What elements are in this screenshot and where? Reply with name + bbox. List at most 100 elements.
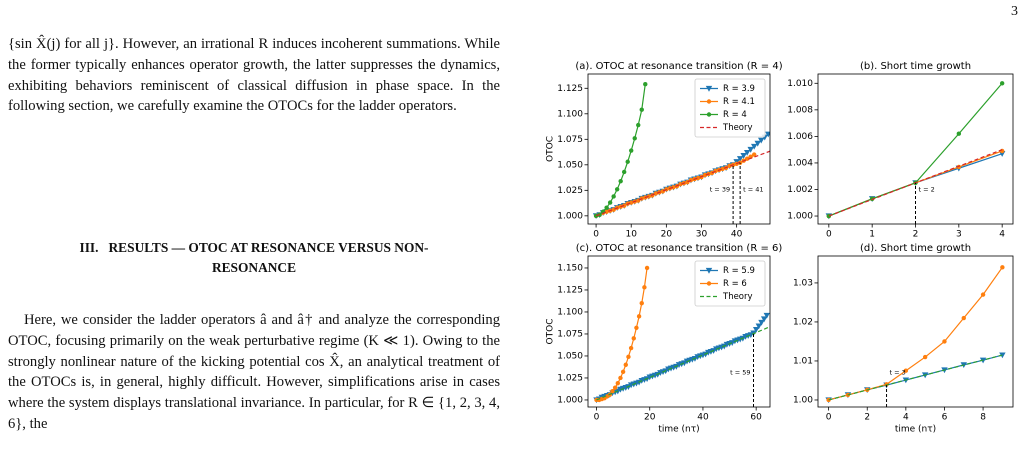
x-tick-label: 0 — [826, 230, 832, 240]
y-tick-label: 1.008 — [787, 105, 813, 115]
annotation: t = 39 — [710, 186, 730, 194]
x-tick-label: 3 — [956, 230, 962, 240]
y-tick-label: 1.03 — [793, 278, 813, 288]
legend-box — [694, 260, 766, 307]
marker — [765, 131, 770, 138]
marker — [632, 136, 637, 141]
section-heading: III. RESULTS — OTOC AT RESONANCE VERSUS … — [8, 238, 500, 278]
y-tick-label: 1.150 — [557, 263, 583, 273]
y-tick-label: 1.100 — [557, 307, 583, 317]
x-tick-label: 4 — [903, 413, 909, 423]
marker — [720, 166, 725, 172]
x-tick-label: 30 — [696, 230, 708, 240]
marker — [636, 122, 641, 128]
y-axis-label: OTOC — [546, 319, 556, 345]
x-tick-label: 2 — [864, 413, 870, 423]
marker — [636, 314, 642, 319]
plot-area — [593, 265, 770, 404]
marker — [621, 169, 627, 175]
marker — [736, 156, 744, 162]
x-tick-label: 20 — [644, 413, 656, 423]
marker — [763, 312, 770, 319]
y-tick-label: 1.010 — [787, 79, 813, 89]
marker — [961, 315, 966, 321]
legend-marker — [705, 85, 713, 92]
paragraph: {sin X̂(j) for all j}. However, an irrat… — [8, 36, 500, 115]
marker — [744, 156, 750, 161]
x-axis-label: time (nτ) — [895, 425, 936, 435]
chart-title: (a). OTOC at resonance transition (R = 4… — [575, 61, 782, 72]
marker — [646, 194, 651, 199]
y-tick-label: 1.002 — [787, 185, 813, 195]
marker — [623, 362, 628, 367]
x-tick-label: 10 — [625, 230, 637, 240]
y-tick-label: 1.025 — [557, 186, 583, 196]
marker — [758, 319, 765, 326]
marker — [752, 326, 760, 333]
marker — [869, 196, 875, 201]
legend-label: R = 4.1 — [723, 97, 755, 107]
annotation: t = 59 — [730, 368, 750, 376]
marker — [922, 354, 928, 360]
x-tick-label: 8 — [980, 413, 986, 423]
marker — [642, 285, 647, 290]
marker — [678, 182, 683, 187]
y-tick-label: 1.01 — [793, 356, 813, 366]
marker — [695, 175, 701, 181]
marker — [747, 146, 754, 153]
plot-area — [825, 265, 1006, 404]
y-tick-label: 1.125 — [557, 285, 583, 295]
marker — [607, 200, 613, 205]
legend-label: R = 4 — [723, 110, 747, 120]
legend-label: R = 6 — [723, 279, 747, 289]
marker — [639, 300, 644, 306]
x-tick-label: 0 — [826, 413, 832, 423]
marker — [727, 163, 732, 169]
chart-title: (c). OTOC at resonance transition (R = 6… — [576, 243, 783, 254]
marker — [618, 178, 623, 184]
annotation: t = 3 — [890, 368, 906, 376]
x-axis-label: time (nτ) — [658, 425, 699, 435]
marker — [1000, 265, 1005, 270]
section-number: III. — [79, 240, 99, 255]
y-tick-label: 1.050 — [557, 351, 583, 361]
annotation: t = 2 — [919, 186, 935, 194]
y-tick-label: 1.025 — [557, 373, 583, 383]
marker — [758, 137, 765, 144]
page-number: 3 — [1011, 4, 1018, 19]
marker — [980, 292, 986, 297]
chart-title: (b). Short time growth — [860, 61, 971, 72]
y-tick-label: 1.000 — [557, 211, 583, 221]
y-tick-label: 1.125 — [557, 84, 583, 94]
legend-label: Theory — [722, 292, 753, 302]
marker — [620, 369, 626, 375]
marker — [644, 265, 650, 271]
marker — [999, 81, 1005, 86]
legend-label: R = 3.9 — [723, 84, 755, 94]
y-tick-label: 1.075 — [557, 329, 583, 339]
legend-label: R = 5.9 — [723, 266, 755, 276]
marker — [604, 205, 609, 210]
marker — [611, 194, 616, 199]
x-tick-label: 0 — [594, 413, 600, 423]
legend-marker — [706, 99, 712, 104]
series-line — [596, 326, 770, 401]
series-line — [595, 84, 646, 217]
x-tick-label: 40 — [697, 413, 709, 423]
series-line — [828, 149, 1003, 217]
marker — [740, 153, 747, 159]
chart-title: (d). Short time growth — [860, 243, 971, 254]
marker — [625, 159, 630, 164]
series-line — [595, 150, 770, 217]
marker — [942, 339, 947, 344]
section-title: RESULTS — OTOC AT RESONANCE VERSUS NON-R… — [108, 240, 429, 275]
y-tick-label: 1.006 — [787, 132, 813, 142]
marker — [618, 375, 623, 381]
y-tick-label: 1.004 — [787, 158, 813, 168]
axes-frame — [587, 73, 771, 225]
y-axis-label: OTOC — [546, 136, 556, 162]
marker — [999, 148, 1005, 154]
x-tick-label: 20 — [661, 230, 673, 240]
marker — [755, 323, 763, 330]
